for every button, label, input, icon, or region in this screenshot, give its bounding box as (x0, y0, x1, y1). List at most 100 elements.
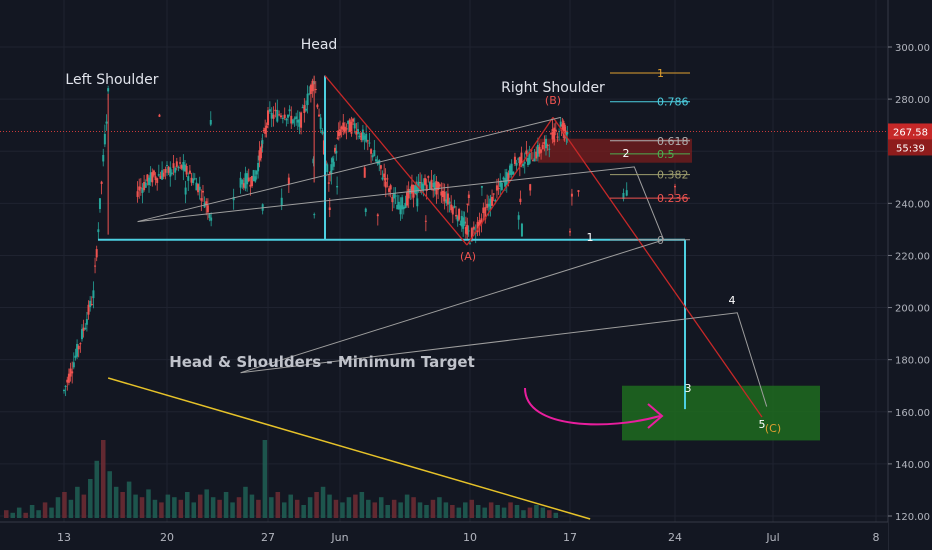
volume-bar (437, 497, 442, 518)
candle-body (206, 205, 209, 213)
candle-body (404, 202, 407, 209)
candle-body (438, 184, 441, 187)
candle-body (255, 171, 258, 175)
candle-body (190, 177, 193, 183)
candle-body (295, 116, 298, 119)
current-price-value: 267.58 (893, 127, 928, 138)
candle-body (538, 147, 541, 154)
candle-body (64, 385, 67, 387)
volume-bar (385, 505, 390, 518)
candle-body (146, 174, 149, 182)
candle-body (74, 355, 77, 358)
candle-body (157, 174, 160, 176)
wave-label-4: 4 (729, 294, 736, 307)
candle-body (368, 142, 371, 144)
candle-body (562, 122, 565, 134)
price-axis: 300.00280.00260.00240.00220.00200.00180.… (887, 0, 932, 550)
candle-body (352, 118, 355, 122)
candle-body (528, 152, 531, 164)
candle-body (430, 179, 433, 189)
candle-body (159, 175, 162, 179)
candle-body (89, 300, 92, 308)
candle-body (445, 199, 448, 204)
candle-body (484, 207, 487, 220)
price-axis-bg (888, 0, 932, 550)
candle-body (198, 186, 201, 191)
candle-body (193, 178, 196, 180)
candle-body (515, 162, 518, 166)
candle-body (472, 226, 475, 229)
candle-body (432, 189, 435, 191)
candle-body (517, 215, 520, 220)
volume-bar (482, 507, 487, 518)
candle-body (419, 182, 422, 184)
candle-body (442, 190, 444, 198)
candle-body (348, 119, 351, 132)
candle-body (276, 109, 279, 122)
candle-body (322, 140, 325, 155)
candle-body (308, 93, 311, 95)
candle-body (499, 180, 502, 187)
volume-bar (191, 502, 197, 518)
candle-body (437, 181, 440, 191)
candle-body (469, 243, 471, 245)
candle-body (257, 162, 260, 172)
candle-body (535, 151, 538, 159)
volume-bar (553, 512, 559, 518)
candle-body (482, 207, 485, 214)
candle-body (415, 184, 418, 194)
candle-body (197, 184, 200, 193)
volume-bar (159, 502, 164, 518)
candle-body (389, 185, 392, 190)
label-head: Head (301, 37, 338, 53)
volume-bar (100, 440, 106, 518)
volume-bar (16, 507, 22, 518)
countdown-tag (888, 139, 932, 156)
price-tick-label: 120.00 (895, 512, 930, 523)
candle-body (252, 170, 255, 182)
candle-body (170, 172, 173, 174)
volume-bar (68, 499, 74, 518)
candle-body (321, 130, 324, 134)
candle-body (172, 163, 175, 168)
volume-bar (133, 494, 138, 518)
candle-body (318, 114, 321, 117)
abc-segment (466, 116, 554, 246)
wave-label-5: 5 (759, 418, 766, 431)
volume-bar (146, 489, 151, 518)
candle-body (143, 182, 146, 190)
volume-bar (346, 497, 352, 518)
candle-body (337, 130, 340, 137)
volume-bar (359, 492, 365, 518)
volume-bar (514, 505, 520, 518)
target-zone-box (622, 385, 820, 441)
candle-body (179, 162, 182, 164)
candle-body (551, 129, 554, 140)
candle-body (242, 183, 245, 188)
candle-body (314, 89, 317, 91)
candle-body (353, 123, 356, 129)
price-tick-label: 180.00 (895, 356, 930, 367)
candle-body (459, 223, 462, 225)
candle-body (291, 119, 294, 124)
candle-body (523, 162, 526, 164)
fib-zone-box (538, 138, 692, 163)
candle-body (319, 117, 322, 129)
volume-bar (398, 502, 403, 518)
volume-bar (327, 494, 332, 518)
volume-bar (152, 499, 158, 518)
fib-label-4: 0.382 (657, 169, 689, 182)
candle-body (287, 177, 290, 185)
candle-body (487, 203, 490, 207)
volume-bar (475, 505, 481, 518)
volume-bar (411, 497, 416, 518)
volume-bar (230, 502, 235, 518)
fib-label-5: 0.236 (657, 192, 689, 205)
target-zone (622, 385, 820, 441)
candle-body (536, 145, 539, 157)
candle-body (489, 198, 492, 210)
candle-body (563, 124, 566, 132)
candle-body (182, 161, 185, 171)
candle-body (422, 183, 425, 191)
candle-body (71, 371, 74, 374)
